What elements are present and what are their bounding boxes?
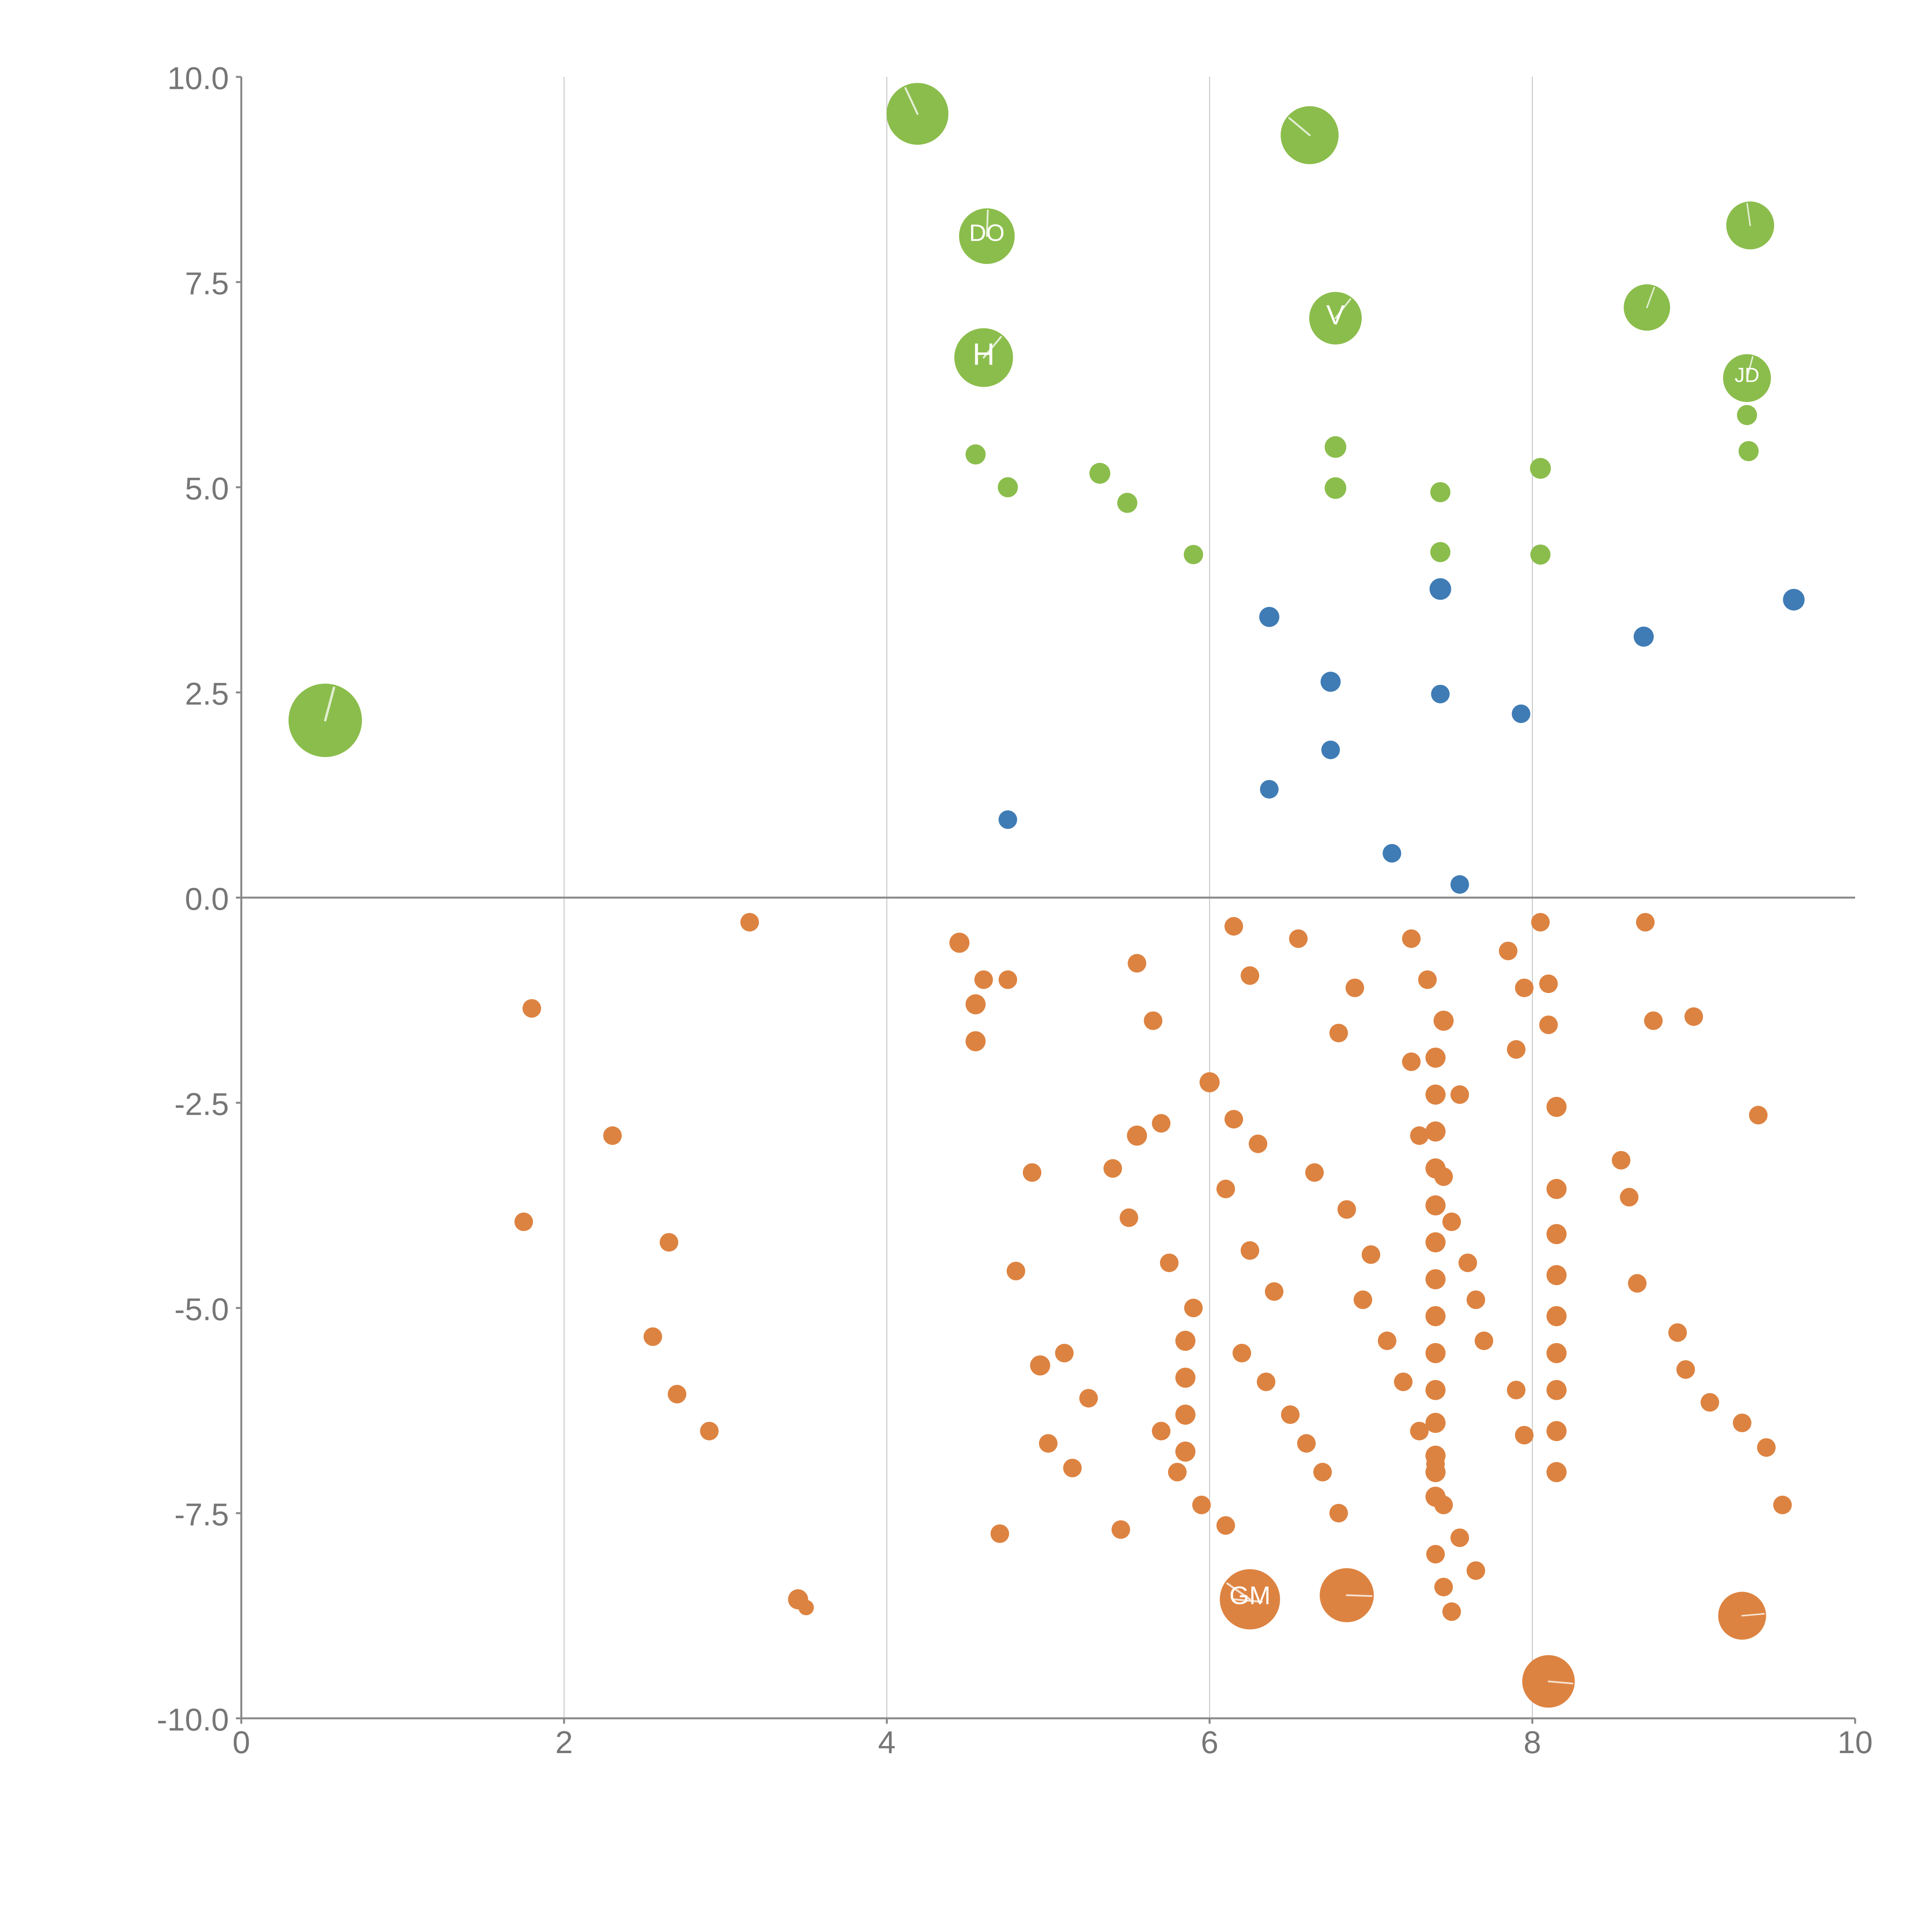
svg-text:-5.0: -5.0 [174,1292,229,1327]
svg-text:6: 6 [1201,1725,1219,1760]
svg-text:H: H [973,337,995,371]
svg-text:10: 10 [1837,1725,1872,1760]
svg-text:GM: GM [1229,1582,1270,1610]
svg-text:10.0: 10.0 [167,61,229,96]
svg-text:0.0: 0.0 [185,882,229,917]
svg-text:2.5: 2.5 [185,677,229,712]
svg-text:8: 8 [1524,1725,1541,1760]
svg-text:5.0: 5.0 [185,471,229,507]
svg-text:7.5: 7.5 [185,266,229,301]
svg-text:-10.0: -10.0 [157,1702,229,1738]
svg-text:-7.5: -7.5 [174,1497,229,1532]
svg-text:V: V [1326,299,1345,330]
svg-text:4: 4 [878,1725,896,1760]
svg-text:0: 0 [233,1725,250,1760]
svg-text:2: 2 [555,1725,573,1760]
svg-text:-2.5: -2.5 [174,1087,229,1122]
